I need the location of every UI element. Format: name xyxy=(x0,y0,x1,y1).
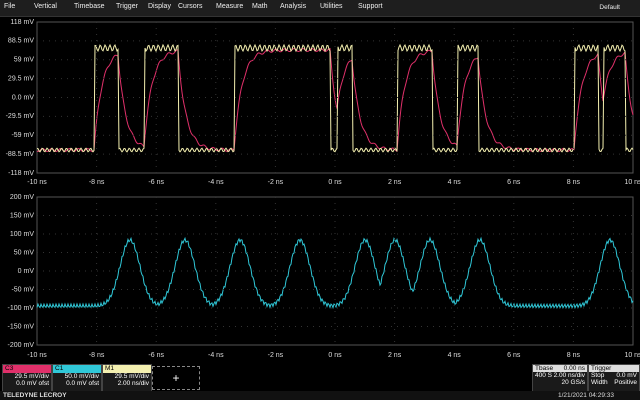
row: Stop 0.0 mV xyxy=(589,372,639,379)
trigger-polarity: Positive xyxy=(614,379,637,386)
menu-item[interactable]: Math xyxy=(252,3,268,10)
x-axis-label: 0 ns xyxy=(328,179,342,186)
y-axis-label: 59 mV xyxy=(14,57,35,64)
row: Tbase 0.00 ns xyxy=(533,365,587,372)
menu-item[interactable]: Measure xyxy=(216,3,244,10)
timebase-rate: 20 GS/s xyxy=(561,379,585,386)
x-axis-label: -6 ns xyxy=(148,179,164,186)
x-axis-label: -2 ns xyxy=(268,352,284,359)
y-axis-label: 100 mV xyxy=(10,231,34,238)
default-button[interactable]: Default xyxy=(599,4,620,11)
channel-name: C1 xyxy=(53,365,101,373)
menu-item[interactable]: Display xyxy=(148,3,171,10)
menu-item[interactable]: Cursors xyxy=(178,3,203,10)
x-axis-label: 2 ns xyxy=(388,179,402,186)
y-axis-label: 88.5 mV xyxy=(8,38,34,45)
x-axis-label: -6 ns xyxy=(148,352,164,359)
row: 400 S 2.00 ns/div xyxy=(533,372,587,379)
x-axis-label: 6 ns xyxy=(507,179,521,186)
x-axis-label: 4 ns xyxy=(448,179,462,186)
channel-name: C3 xyxy=(3,365,51,373)
bottom-grid-frame xyxy=(36,196,634,346)
y-axis-label: -118 mV xyxy=(8,170,34,177)
channel-offset: 2.00 ns/div xyxy=(117,380,149,387)
waveform-display: 118 mV 88.5 mV 59 mV 29.5 mV 0.0 mV -29.5 mV -… xyxy=(6,19,640,359)
channel-name: M1 xyxy=(103,365,151,373)
x-axis-label: -2 ns xyxy=(268,179,284,186)
channel-descriptor[interactable]: C3 29.5 mV/div 0.0 mV ofst xyxy=(2,364,52,393)
y-axis-label: -59 mV xyxy=(11,132,34,139)
channel-scale: 50.0 mV/div xyxy=(64,373,99,380)
trigger-type: Width xyxy=(591,379,608,386)
x-axis-label: -4 ns xyxy=(208,179,224,186)
menu-item[interactable]: Analysis xyxy=(280,3,307,10)
y-axis-label: -50 mV xyxy=(11,286,34,293)
y-axis-label: 0 mV xyxy=(18,268,35,275)
timebase-name: Tbase xyxy=(535,365,554,372)
timebase-samples: 400 S xyxy=(535,372,552,379)
x-axis-label: 10 ns xyxy=(624,352,640,359)
x-axis-label: -10 ns xyxy=(27,179,47,186)
menu-item[interactable]: Vertical xyxy=(34,3,57,10)
trigger-descriptor[interactable]: Trigger Stop 0.0 mV Width Positive xyxy=(588,364,640,393)
brand: TELEDYNE LECROY xyxy=(3,392,67,399)
menu-bar: File Vertical Timebase Trigger Display Cursor… xyxy=(0,0,640,17)
channel-offset: 0.0 mV ofst xyxy=(66,380,99,387)
channel-descriptor[interactable]: M1 29.5 mV/div 2.00 ns/div xyxy=(102,364,152,393)
footer: TELEDYNE LECROY 1/21/2021 04:29:33 xyxy=(0,391,640,400)
channel-descriptor[interactable]: C1 50.0 mV/div 0.0 mV ofst xyxy=(52,364,102,393)
y-axis-label: -150 mV xyxy=(8,323,35,330)
x-axis-label: -8 ns xyxy=(89,179,105,186)
channel-scale: 29.5 mV/div xyxy=(114,373,149,380)
channel-scale: 29.5 mV/div xyxy=(14,373,49,380)
x-axis-label: 8 ns xyxy=(567,352,581,359)
y-axis-label: -88.5 mV xyxy=(6,151,35,158)
y-axis-label: 200 mV xyxy=(10,194,34,201)
y-axis-label: -100 mV xyxy=(8,305,35,312)
x-axis-label: 4 ns xyxy=(448,352,462,359)
y-axis-label: 118 mV xyxy=(10,19,34,26)
x-axis-label: 0 ns xyxy=(328,352,342,359)
timebase-scale: 2.00 ns/div xyxy=(553,372,585,379)
trace-c1 xyxy=(36,236,634,310)
y-axis-label: 29.5 mV xyxy=(8,75,34,82)
menu-item[interactable]: Utilities xyxy=(320,3,343,10)
x-axis-label: -8 ns xyxy=(89,352,105,359)
menu-item[interactable]: Timebase xyxy=(74,3,105,10)
trigger-name: Trigger xyxy=(589,365,639,372)
x-axis-label: -4 ns xyxy=(208,352,224,359)
x-axis-label: 2 ns xyxy=(388,352,402,359)
datetime: 1/21/2021 04:29:33 xyxy=(557,392,614,399)
y-axis-label: 50 mV xyxy=(14,249,35,256)
trigger-level: 0.0 mV xyxy=(616,372,637,379)
menu-item[interactable]: Support xyxy=(358,3,383,10)
channel-offset: 0.0 mV ofst xyxy=(16,380,49,387)
y-axis-label: -29.5 mV xyxy=(6,113,35,120)
menu-item[interactable]: Trigger xyxy=(116,3,138,10)
x-axis-label: 8 ns xyxy=(567,179,581,186)
menu-item[interactable]: File xyxy=(4,3,16,10)
x-axis-label: 6 ns xyxy=(507,352,521,359)
trace-c3 xyxy=(36,43,634,153)
x-axis-label: -10 ns xyxy=(27,352,47,359)
timebase-descriptor[interactable]: Tbase 0.00 ns 400 S 2.00 ns/div 20 GS/s xyxy=(532,364,588,393)
add-button[interactable]: + xyxy=(152,366,200,390)
y-axis-label: 0.0 mV xyxy=(12,94,35,101)
y-axis-label: 150 mV xyxy=(10,212,34,219)
timebase-delay: 0.00 ns xyxy=(563,365,585,372)
y-axis-label: -200 mV xyxy=(8,342,35,349)
trigger-mode: Stop xyxy=(591,372,605,379)
x-axis-label: 10 ns xyxy=(624,179,640,186)
row: Width Positive xyxy=(589,379,639,386)
